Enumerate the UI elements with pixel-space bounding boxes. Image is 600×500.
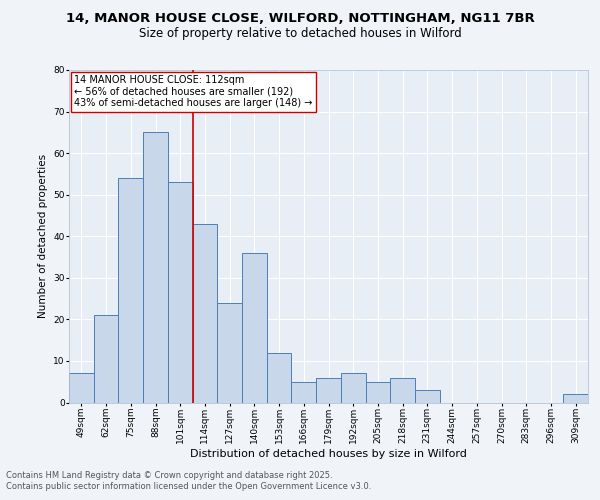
Bar xyxy=(143,132,168,402)
Bar xyxy=(292,382,316,402)
Text: Contains public sector information licensed under the Open Government Licence v3: Contains public sector information licen… xyxy=(6,482,371,491)
X-axis label: Distribution of detached houses by size in Wilford: Distribution of detached houses by size … xyxy=(190,448,467,458)
Bar xyxy=(168,182,193,402)
Bar xyxy=(193,224,217,402)
Bar xyxy=(69,374,94,402)
Bar xyxy=(415,390,440,402)
Bar xyxy=(118,178,143,402)
Bar xyxy=(341,374,365,402)
Y-axis label: Number of detached properties: Number of detached properties xyxy=(38,154,48,318)
Bar xyxy=(242,253,267,402)
Bar xyxy=(217,302,242,402)
Bar xyxy=(94,315,118,402)
Text: 14, MANOR HOUSE CLOSE, WILFORD, NOTTINGHAM, NG11 7BR: 14, MANOR HOUSE CLOSE, WILFORD, NOTTINGH… xyxy=(65,12,535,26)
Bar xyxy=(390,378,415,402)
Bar xyxy=(365,382,390,402)
Bar xyxy=(316,378,341,402)
Bar xyxy=(267,352,292,403)
Text: Size of property relative to detached houses in Wilford: Size of property relative to detached ho… xyxy=(139,28,461,40)
Bar xyxy=(563,394,588,402)
Text: 14 MANOR HOUSE CLOSE: 112sqm
← 56% of detached houses are smaller (192)
43% of s: 14 MANOR HOUSE CLOSE: 112sqm ← 56% of de… xyxy=(74,75,313,108)
Text: Contains HM Land Registry data © Crown copyright and database right 2025.: Contains HM Land Registry data © Crown c… xyxy=(6,470,332,480)
